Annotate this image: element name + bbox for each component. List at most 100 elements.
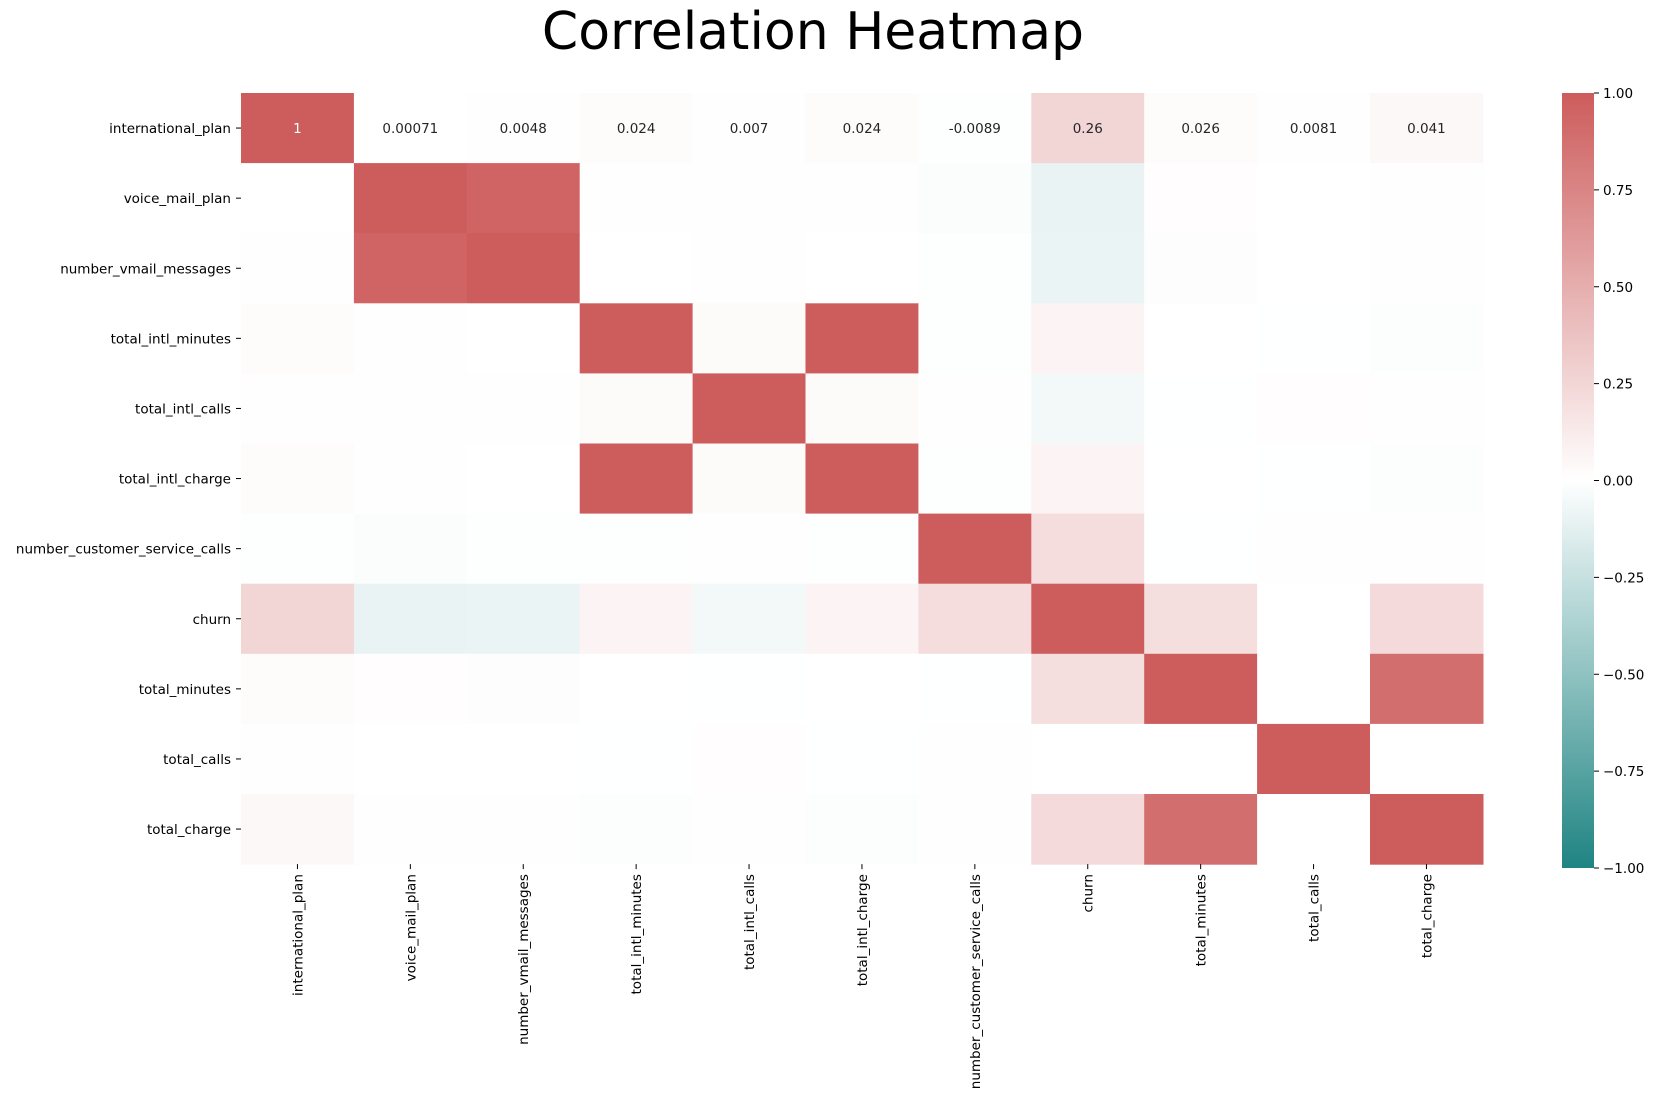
colorbar-tick-label: 0.75 [1603,183,1633,199]
heatmap-cell [466,653,581,725]
heatmap-cell [1370,163,1484,234]
y-tick-label: number_vmail_messages [60,261,231,277]
heatmap-cell [241,443,355,515]
heatmap-cell [1031,513,1145,585]
heatmap-cell [692,163,807,234]
colorbar-tick-label: 0.25 [1603,377,1633,393]
heatmap-cell [241,583,355,655]
heatmap-cell [241,513,355,585]
heatmap-cell [1144,583,1258,655]
heatmap-cell [1144,303,1258,374]
heatmap-cell [241,794,355,865]
x-tick-label: voice_mail_plan [403,874,419,981]
cell-annotation: 0.0081 [1290,121,1337,137]
heatmap-cell [805,513,919,585]
x-tick-label: number_vmail_messages [516,874,532,1045]
heatmap-cell [241,303,355,374]
heatmap-cell [805,373,919,445]
heatmap-cell [1144,794,1258,865]
heatmap-cell [805,723,919,795]
colorbar-tick-label: −0.50 [1603,667,1644,683]
heatmap-cell [1144,93,1258,164]
heatmap-cell [1370,93,1484,164]
heatmap-cell [353,723,468,795]
heatmap-cell [241,163,355,234]
heatmap-cell [1257,233,1371,304]
x-tick-labels: international_plan voice_mail_plan number_… [290,864,1435,1089]
heatmap-cell [918,583,1032,655]
cell-annotations: 1 0.00071 0.0048 0.024 0.007 0.024 -0.0089 0.26… [293,121,1446,137]
heatmap-cell [353,653,468,725]
heatmap-cell [1031,303,1145,374]
colorbar-tick-label: 0.50 [1603,280,1633,296]
heatmap-cell [1257,163,1371,234]
cell-annotation: 0.041 [1407,121,1446,137]
heatmap-cell [241,233,355,304]
heatmap-cell [1370,233,1484,304]
heatmap-cell [466,233,581,304]
heatmap-cell [579,513,694,585]
heatmap-cell [1370,303,1484,374]
heatmap-cell [1370,583,1484,655]
x-tick-label: total_intl_charge [855,874,871,986]
colorbar: 1.00 0.75 0.50 0.25 0.00 −0.25 −0.50 −0.75 −1.00 [1562,86,1644,877]
x-tick-label: total_minutes [1194,874,1210,966]
colorbar-scale [1562,93,1594,868]
y-tick-label: international_plan [109,121,231,137]
cell-annotation: 1 [293,121,302,137]
heatmap-cell [1370,794,1484,865]
heatmap-cell [1257,443,1371,515]
heatmap-cell [241,93,355,164]
colorbar-tick-label: 0.00 [1603,474,1633,490]
y-tick-label: total_intl_minutes [111,331,231,347]
heatmap-cell [579,443,694,515]
heatmap-cell [353,163,468,234]
x-tick-label: churn [1081,874,1097,912]
heatmap-cell [579,653,694,725]
heatmap-cell [805,583,919,655]
cell-annotation: 0.0048 [500,121,547,137]
heatmap-cell [1031,443,1145,515]
colorbar-tick-label: −0.25 [1603,570,1644,586]
colorbar-tick-label: −1.00 [1603,861,1644,877]
heatmap-cell [1031,653,1145,725]
heatmap-cell [692,93,807,164]
heatmap-cell [579,373,694,445]
heatmap-cell [1031,163,1145,234]
heatmap-cell [1144,653,1258,725]
heatmap-cell [353,93,468,164]
heatmap-cell [692,723,807,795]
heatmap-cell [1257,513,1371,585]
heatmap-cell [1257,93,1371,164]
heatmap-cell [918,373,1032,445]
heatmap-cell [1031,373,1145,445]
heatmap-cell [353,373,468,445]
heatmap-cell [1144,723,1258,795]
heatmap-cell [1031,93,1145,164]
heatmap-cell [353,443,468,515]
heatmap-cell [1144,373,1258,445]
y-tick-label: total_intl_charge [119,472,231,488]
heatmap-cell [692,303,807,374]
heatmap-cell [805,653,919,725]
heatmap-cell [918,653,1032,725]
heatmap-cell [579,794,694,865]
cell-annotation: 0.007 [730,121,769,137]
cell-annotation: 0.024 [843,121,882,137]
heatmap-cell [579,233,694,304]
heatmap-cell [1370,513,1484,585]
heatmap-cell [241,373,355,445]
heatmap-cell [241,653,355,725]
colorbar-tick-label: 1.00 [1603,86,1633,102]
heatmap-cell [466,303,581,374]
heatmap-cell [353,794,468,865]
heatmap-cell [1031,233,1145,304]
heatmap-cell [918,513,1032,585]
heatmap-cell [466,583,581,655]
heatmap-cell [466,163,581,234]
heatmap-cell [1370,723,1484,795]
heatmap-cell [466,373,581,445]
heatmap-cell [1257,583,1371,655]
heatmap-cell [579,303,694,374]
x-tick-label: total_intl_minutes [629,874,645,994]
